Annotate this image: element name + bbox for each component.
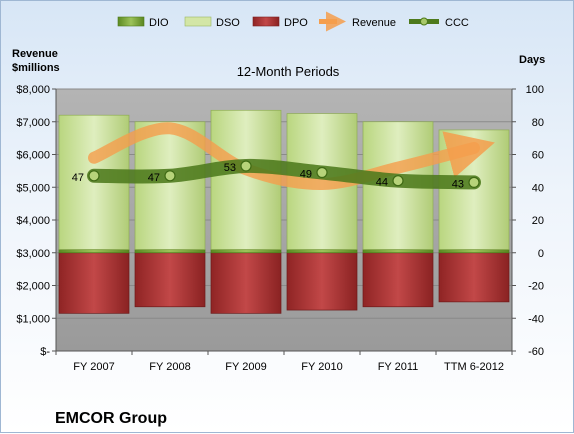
bar-dio [210,249,282,254]
y-left-tick-label: $5,000 [16,182,50,194]
revenue-line [88,122,495,190]
y-right-tick-label: 40 [532,182,544,194]
legend-item-dso: DSO [184,16,240,29]
bar-dio [438,249,510,254]
ccc-data-label: 47 [148,172,160,184]
bar-dpo [58,252,130,314]
y-right-tick-label: 80 [532,117,544,129]
bar-dio [362,249,434,254]
y-left-tick-label: $2,000 [16,281,50,293]
bar-dio [286,249,358,254]
ccc-line [87,158,481,190]
ccc-point [468,176,480,188]
ccc-point [88,170,100,182]
x-tick-label: FY 2009 [225,361,266,373]
x-tick-label: FY 2011 [378,361,419,373]
y-left-tick-label: $8,000 [16,84,50,96]
bar-dio [58,249,130,254]
legend-label-revenue: Revenue [352,17,396,29]
bar-dio [134,249,206,254]
legend-item-dpo: DPO [252,16,308,29]
bar-dpo [134,252,206,308]
bars [58,109,510,314]
y-right-label: Days [519,54,545,66]
bar-dpo [286,252,358,311]
x-tick-label: FY 2008 [149,361,190,373]
y-left-tick-label: $4,000 [16,215,50,227]
ccc-point [316,166,328,179]
y-left-tick-label: $3,000 [16,248,50,260]
ccc-series: 47 47 53 49 44 43 [72,158,481,190]
y-right-tick-label: 60 [532,150,544,162]
ccc-point [240,160,252,172]
legend-label-dso: DSO [216,17,240,29]
ccc-data-label: 49 [300,169,312,181]
y-left-label-line1: Revenue [12,48,58,60]
y-right-tick-label: -60 [528,346,544,358]
legend-swatch-dso [184,16,212,27]
axes: $- $1,000 $2,000 $3,000 $4,000 $5,000 $6,000 $7… [16,84,544,373]
ccc-point [164,170,176,182]
revenue-series [88,122,495,190]
ccc-data-label: 44 [376,177,388,189]
bar-dpo [438,252,510,303]
legend-item-dio: DIO [117,16,169,29]
bar-dpo [362,252,434,308]
y-right-tick-label: -40 [528,313,544,325]
legend-item-ccc: CCC [409,17,469,29]
ccc-data-label: 43 [452,178,464,190]
legend-label-ccc: CCC [445,17,469,29]
y-left-tick-label: $6,000 [16,150,50,162]
ccc-data-label: 47 [72,172,84,184]
y-right-tick-label: 100 [526,84,544,96]
company-name: EMCOR Group [55,410,167,427]
bar-dpo [210,252,282,314]
x-tick-label: FY 2010 [301,361,342,373]
chart-title: 12-Month Periods [237,64,340,79]
legend-swatch-dio [117,16,145,27]
legend-item-revenue: Revenue [319,11,396,32]
legend-label-dio: DIO [149,17,169,29]
legend-swatch-dpo [252,16,280,27]
legend-marker-ccc [420,17,428,26]
y-right-tick-label: -20 [528,281,544,293]
legend-label-dpo: DPO [284,17,308,29]
y-right-tick-label: 20 [532,215,544,227]
y-left-tick-label: $1,000 [16,313,50,325]
y-left-tick-label: $7,000 [16,117,50,129]
x-tick-label: FY 2007 [73,361,114,373]
ccc-point [392,175,404,187]
x-tick-label: TTM 6-2012 [444,361,504,373]
legend: DIO DSO DPO Revenue CCC [117,11,469,32]
y-right-tick-label: 0 [538,248,544,260]
y-left-label-line2: $millions [12,62,60,74]
y-left-tick-label: $- [40,346,50,358]
ccc-data-label: 53 [224,162,236,174]
